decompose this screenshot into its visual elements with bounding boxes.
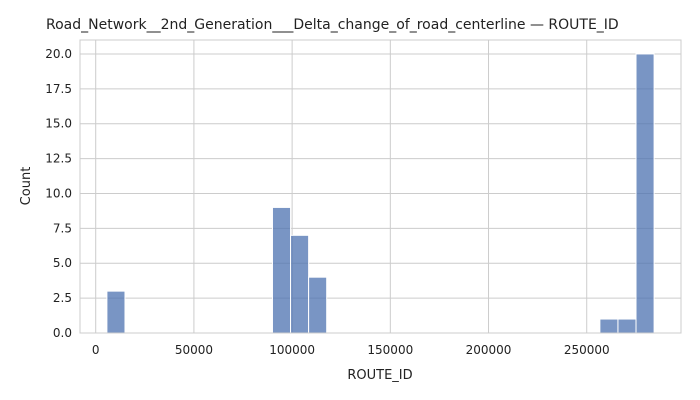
histogram-bar <box>308 276 328 334</box>
x-tick-label: 100000 <box>269 343 315 357</box>
histogram-bar <box>290 234 310 334</box>
grid-lines <box>80 40 681 334</box>
y-tick-label: 17.5 <box>45 82 72 96</box>
y-axis-ticks: 0.0 2.5 5.0 7.5 10.0 12.5 15.0 17.5 20.0 <box>45 47 72 340</box>
x-tick-label: 0 <box>92 343 100 357</box>
histogram-bar <box>635 53 655 334</box>
y-tick-label: 2.5 <box>53 291 72 305</box>
x-tick-label: 250000 <box>564 343 610 357</box>
y-tick-label: 7.5 <box>53 221 72 235</box>
x-tick-label: 200000 <box>466 343 512 357</box>
x-axis-label: ROUTE_ID <box>347 368 412 383</box>
histogram-bars <box>106 53 655 334</box>
y-tick-label: 10.0 <box>45 186 72 200</box>
y-tick-label: 0.0 <box>53 326 72 340</box>
y-axis-label: Count <box>19 167 34 206</box>
y-tick-label: 12.5 <box>45 152 72 166</box>
histogram-bar <box>617 318 637 334</box>
x-tick-label: 50000 <box>175 343 213 357</box>
chart-title: Road_Network__2nd_Generation___Delta_cha… <box>46 17 619 33</box>
histogram-bar <box>599 318 619 334</box>
plot-frame <box>79 39 682 334</box>
histogram-bar <box>271 206 292 334</box>
histogram-bar <box>106 290 126 334</box>
y-tick-label: 15.0 <box>45 117 72 131</box>
x-tick-label: 150000 <box>367 343 413 357</box>
y-tick-label: 5.0 <box>53 256 72 270</box>
x-axis-ticks: 0 50000 100000 150000 200000 250000 <box>92 343 610 357</box>
y-tick-label: 20.0 <box>45 47 72 61</box>
